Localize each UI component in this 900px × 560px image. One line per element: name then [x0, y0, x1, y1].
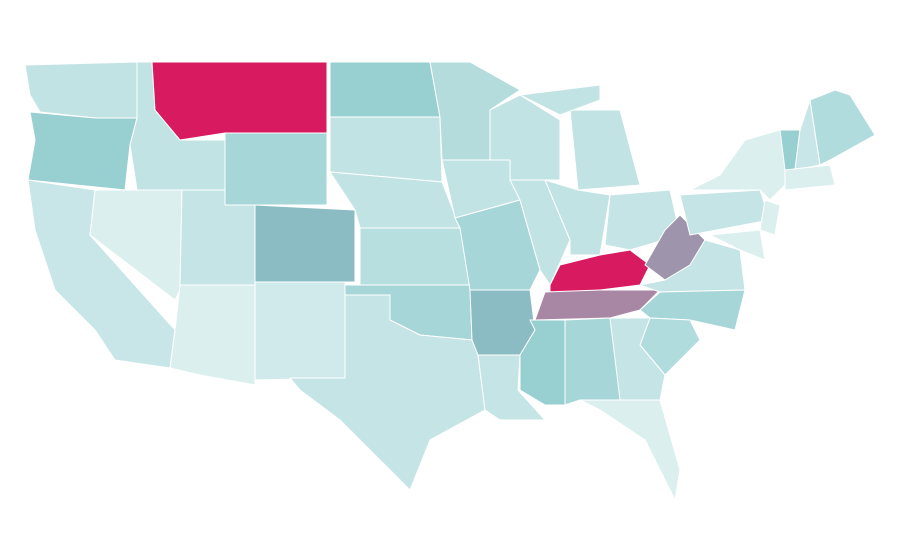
state	[329, 116, 443, 183]
state	[24, 61, 138, 119]
state	[254, 204, 356, 283]
state	[679, 189, 771, 236]
state	[254, 281, 346, 381]
state	[759, 199, 781, 236]
state	[549, 249, 651, 296]
state	[329, 61, 441, 118]
state	[784, 164, 836, 191]
state	[27, 111, 138, 191]
state	[569, 109, 641, 191]
state	[359, 227, 471, 286]
state	[709, 229, 766, 261]
state	[534, 289, 661, 321]
state	[519, 84, 601, 116]
state	[564, 317, 621, 406]
state	[604, 189, 681, 251]
state	[809, 89, 876, 166]
state	[519, 319, 566, 406]
state	[151, 61, 328, 141]
state	[469, 289, 536, 356]
state	[289, 294, 486, 491]
state	[579, 399, 681, 501]
state	[689, 129, 791, 201]
state	[224, 132, 328, 206]
state	[169, 284, 256, 386]
